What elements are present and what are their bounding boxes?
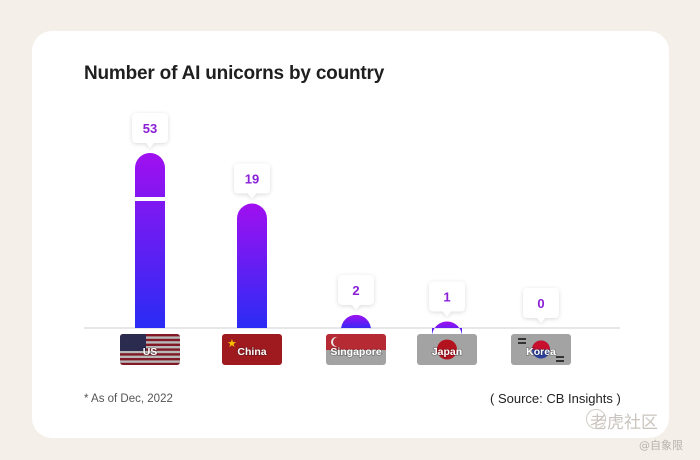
china-flag-icon: ★ [222, 334, 282, 365]
bar-japan [432, 321, 462, 337]
category-label-japan: Japan [432, 346, 462, 358]
bar-china [237, 203, 267, 328]
bar-singapore [341, 314, 371, 330]
data-label-us: 53 [132, 113, 168, 148]
data-label-singapore: 2 [338, 274, 374, 310]
watermark-site: 老虎社区 [590, 413, 658, 433]
singapore-flag-icon [326, 334, 386, 365]
data-label-japan: 1 [429, 281, 465, 317]
category-label-china: China [237, 346, 266, 358]
data-label-korea: 0 [523, 288, 559, 323]
svg-text:2: 2 [352, 283, 359, 298]
us-flag-icon [120, 334, 180, 365]
bar-us [135, 153, 165, 328]
footnote: * As of Dec, 2022 [84, 393, 173, 405]
svg-text:0: 0 [537, 296, 544, 311]
watermark-user: @自象限 [639, 439, 683, 452]
category-label-korea: Korea [526, 346, 556, 358]
svg-text:1: 1 [443, 289, 450, 304]
watermark-logo-icon [586, 409, 606, 429]
svg-text:★: ★ [227, 337, 237, 350]
svg-text:53: 53 [143, 121, 157, 136]
data-label-china: 19 [234, 163, 270, 199]
korea-flag-icon [511, 334, 571, 365]
source-note: ( Source: CB Insights ) [490, 391, 621, 406]
svg-text:19: 19 [245, 172, 259, 187]
bar-break-marker [134, 197, 166, 201]
chart-title: Number of AI unicorns by country [84, 63, 385, 84]
category-label-us: US [143, 346, 158, 358]
category-label-singapore: Singapore [330, 346, 382, 358]
japan-flag-icon [417, 334, 477, 365]
